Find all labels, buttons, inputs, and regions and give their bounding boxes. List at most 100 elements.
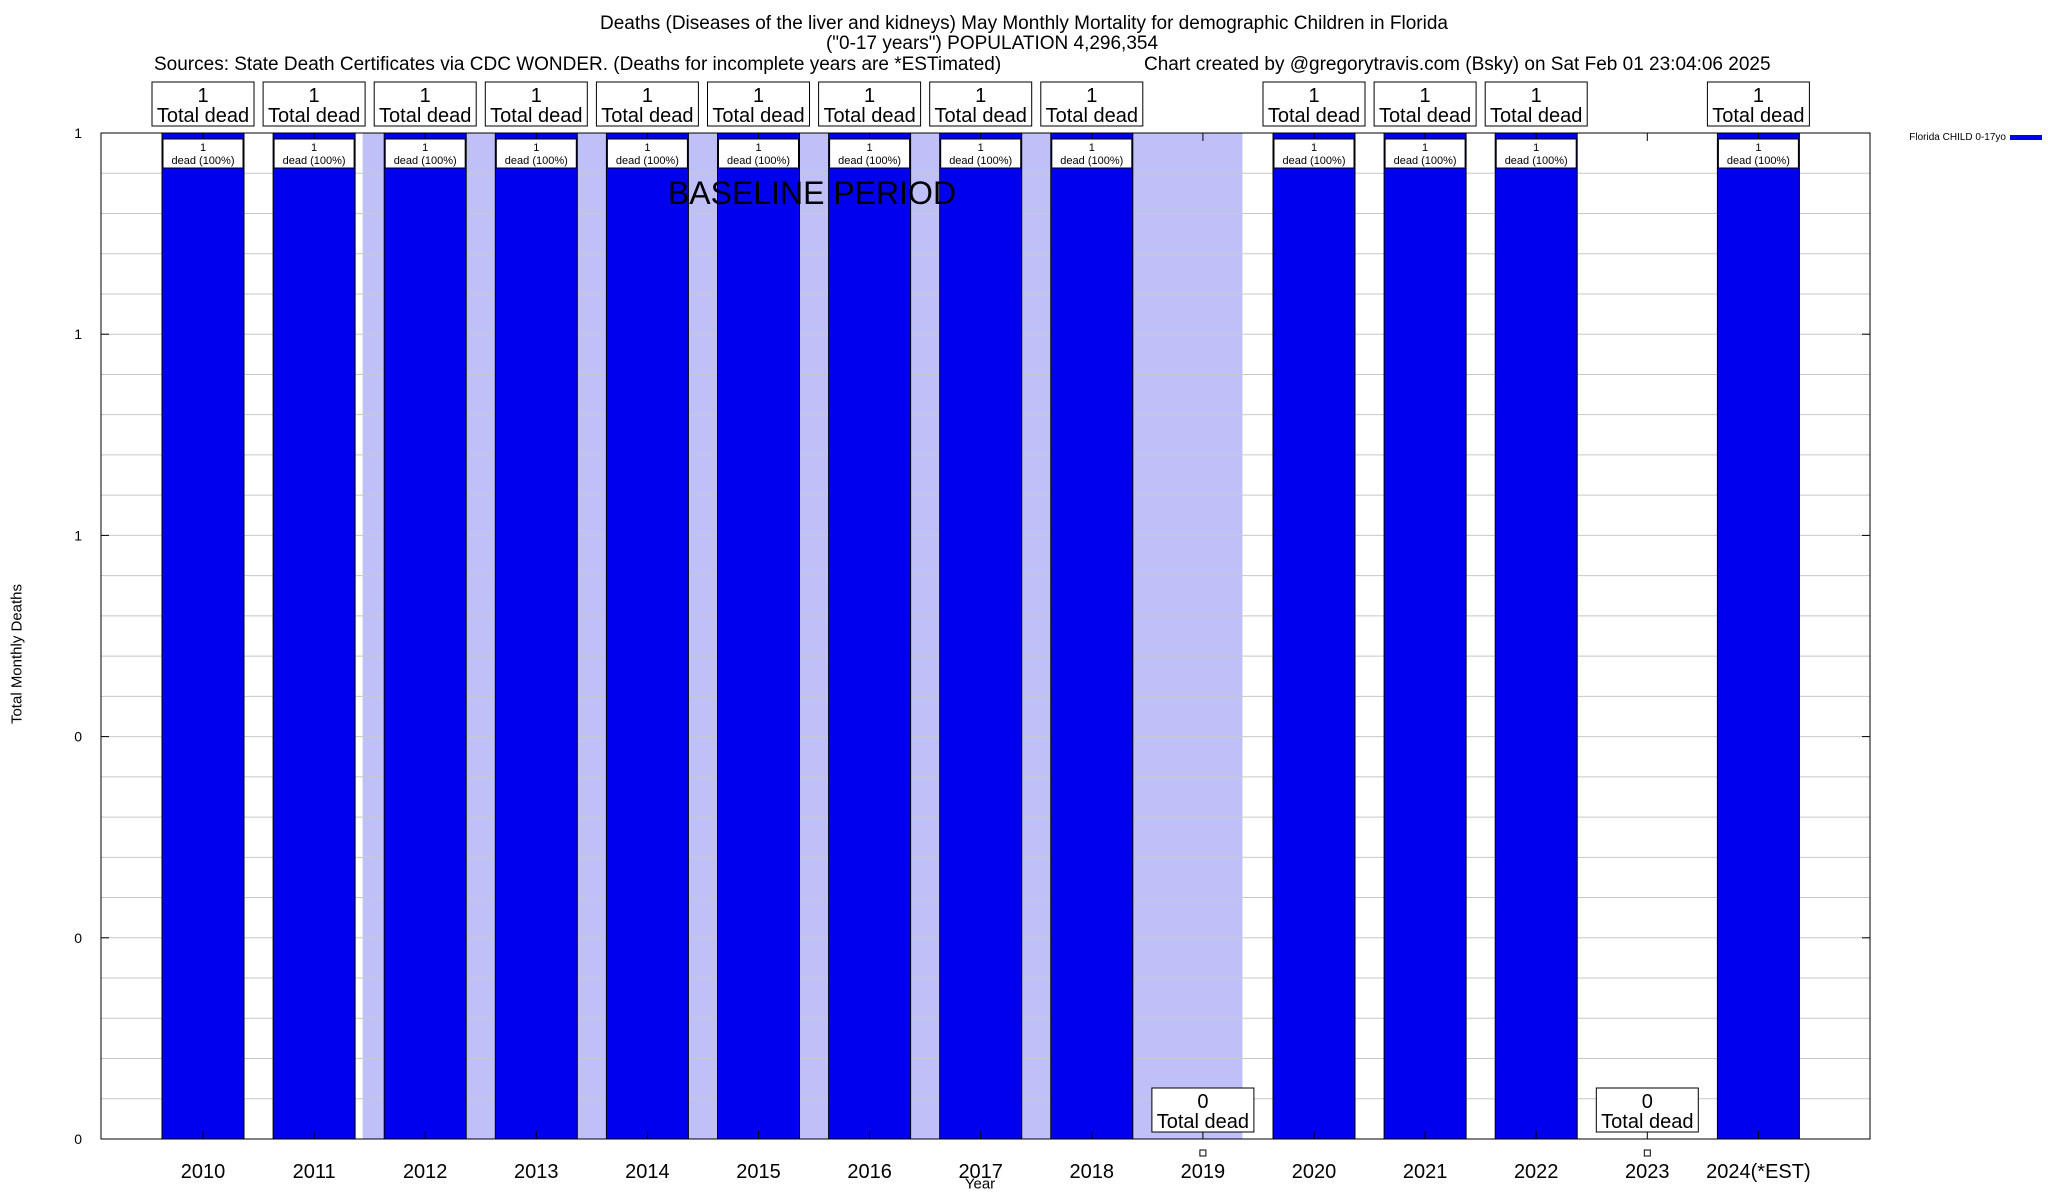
total-label-number: 0 <box>1197 1091 1208 1113</box>
total-label-number: 1 <box>197 85 208 107</box>
bar-label-box <box>1273 138 1355 169</box>
total-label-number: 1 <box>1420 85 1431 107</box>
bar-label-number: 1 <box>644 142 650 154</box>
chart-title: Deaths (Diseases of the liver and kidney… <box>0 14 2048 54</box>
bar-2022 <box>1494 132 1578 1140</box>
bar-2017 <box>939 132 1023 1140</box>
bar-label-box <box>718 138 799 169</box>
x-tick-label: 2018 <box>1070 1161 1115 1183</box>
bar-2013 <box>494 132 578 1140</box>
bar-label-box <box>606 138 688 169</box>
x-tick-label: 2012 <box>403 1161 448 1183</box>
y-tick-label: 0 <box>74 930 82 946</box>
bar-label-box <box>829 138 911 169</box>
total-label-number: 1 <box>1531 85 1542 107</box>
total-label-number: 1 <box>975 85 986 107</box>
total-label-text: Total dead <box>1379 105 1471 127</box>
y-tick-label: 1 <box>74 326 82 342</box>
x-tick-label: 2024(*EST) <box>1706 1161 1811 1183</box>
total-label-text: Total dead <box>157 105 249 127</box>
total-label-box <box>929 81 1033 127</box>
x-tick-label: 2021 <box>1403 1161 1448 1183</box>
bar-label-text: dead (100%) <box>727 155 790 167</box>
total-label-text: Total dead <box>1490 105 1582 127</box>
total-label-box <box>151 81 255 127</box>
bar-label-number: 1 <box>1311 142 1317 154</box>
total-label-number: 1 <box>1308 85 1319 107</box>
total-label-box <box>595 81 699 127</box>
total-label-number: 1 <box>420 85 431 107</box>
total-label-text: Total dead <box>379 105 471 127</box>
zero-marker-2019 <box>1199 1149 1207 1157</box>
sources-note: Sources: State Death Certificates via CD… <box>154 54 1002 75</box>
legend-swatch <box>2010 135 2042 140</box>
x-tick-label: 2019 <box>1181 1161 1226 1183</box>
title-line-2: ("0-17 years") POPULATION 4,296,354 <box>825 33 1159 54</box>
total-label-number: 1 <box>1753 85 1764 107</box>
bar-2014 <box>605 132 689 1140</box>
bar-label-box <box>273 138 355 169</box>
total-label-text: Total dead <box>1712 105 1804 127</box>
total-label-number: 1 <box>531 85 542 107</box>
bar-label-number: 1 <box>1533 142 1539 154</box>
bar-label-box <box>940 138 1022 169</box>
y-tick-label: 0 <box>74 729 82 745</box>
total-label-box <box>373 81 477 127</box>
bar-2021 <box>1383 132 1467 1140</box>
bar-label-text: dead (100%) <box>1394 155 1457 167</box>
bar-2015 <box>717 132 800 1140</box>
bar-label-number: 1 <box>533 142 539 154</box>
total-label-number: 1 <box>1086 85 1097 107</box>
total-label-text: Total dead <box>1601 1111 1693 1133</box>
bar-label-box <box>162 138 244 169</box>
bar-label-text: dead (100%) <box>616 155 679 167</box>
total-label-text: Total dead <box>490 105 582 127</box>
credit-note: Chart created by @gregorytravis.com (Bsk… <box>1144 54 1771 75</box>
x-tick-label: 2014 <box>625 1161 670 1183</box>
total-label-text: Total dead <box>1157 1111 1249 1133</box>
total-label-number: 1 <box>753 85 764 107</box>
total-label-box <box>262 81 366 127</box>
total-label-box <box>1262 81 1366 127</box>
total-label-text: Total dead <box>1268 105 1360 127</box>
baseline-label: BASELINE PERIOD <box>668 175 956 211</box>
total-label-box <box>818 81 922 127</box>
x-tick-label: 2023 <box>1625 1161 1670 1183</box>
total-label-box <box>1040 81 1144 127</box>
x-tick-label: 2022 <box>1514 1161 1559 1183</box>
bar-label-text: dead (100%) <box>172 155 235 167</box>
total-label-box <box>1151 1087 1255 1133</box>
bar-label-text: dead (100%) <box>1727 155 1790 167</box>
x-tick-label: 2020 <box>1292 1161 1337 1183</box>
bar-label-number: 1 <box>422 142 428 154</box>
bar-label-box <box>384 138 466 169</box>
bar-2018 <box>1050 132 1134 1140</box>
y-tick-label: 1 <box>74 527 82 543</box>
title-line-1: Deaths (Diseases of the liver and kidney… <box>600 13 1448 34</box>
bar-label-box <box>495 138 577 169</box>
bar-label-box <box>1717 138 1799 169</box>
total-label-box <box>1373 81 1477 127</box>
y-tick-label: 0 <box>74 1131 82 1147</box>
total-label-box <box>1706 81 1810 127</box>
bar-label-text: dead (100%) <box>949 155 1012 167</box>
total-label-text: Total dead <box>823 105 915 127</box>
y-tick-label: 1 <box>74 125 82 141</box>
total-label-text: Total dead <box>268 105 360 127</box>
bar-2024(*EST) <box>1716 132 1800 1140</box>
total-label-number: 1 <box>864 85 875 107</box>
bar-label-text: dead (100%) <box>394 155 457 167</box>
legend-label: Florida CHILD 0-17yo <box>1909 132 2006 143</box>
bar-label-box <box>1384 138 1466 169</box>
bar-label-number: 1 <box>1755 142 1761 154</box>
total-label-box <box>1595 1087 1699 1133</box>
total-label-text: Total dead <box>1046 105 1138 127</box>
bar-2011 <box>272 132 356 1140</box>
bar-label-number: 1 <box>200 142 206 154</box>
bar-2020 <box>1272 132 1356 1140</box>
bar-label-text: dead (100%) <box>838 155 901 167</box>
total-label-number: 1 <box>642 85 653 107</box>
total-label-text: Total dead <box>601 105 693 127</box>
plot-border <box>100 132 1871 1140</box>
